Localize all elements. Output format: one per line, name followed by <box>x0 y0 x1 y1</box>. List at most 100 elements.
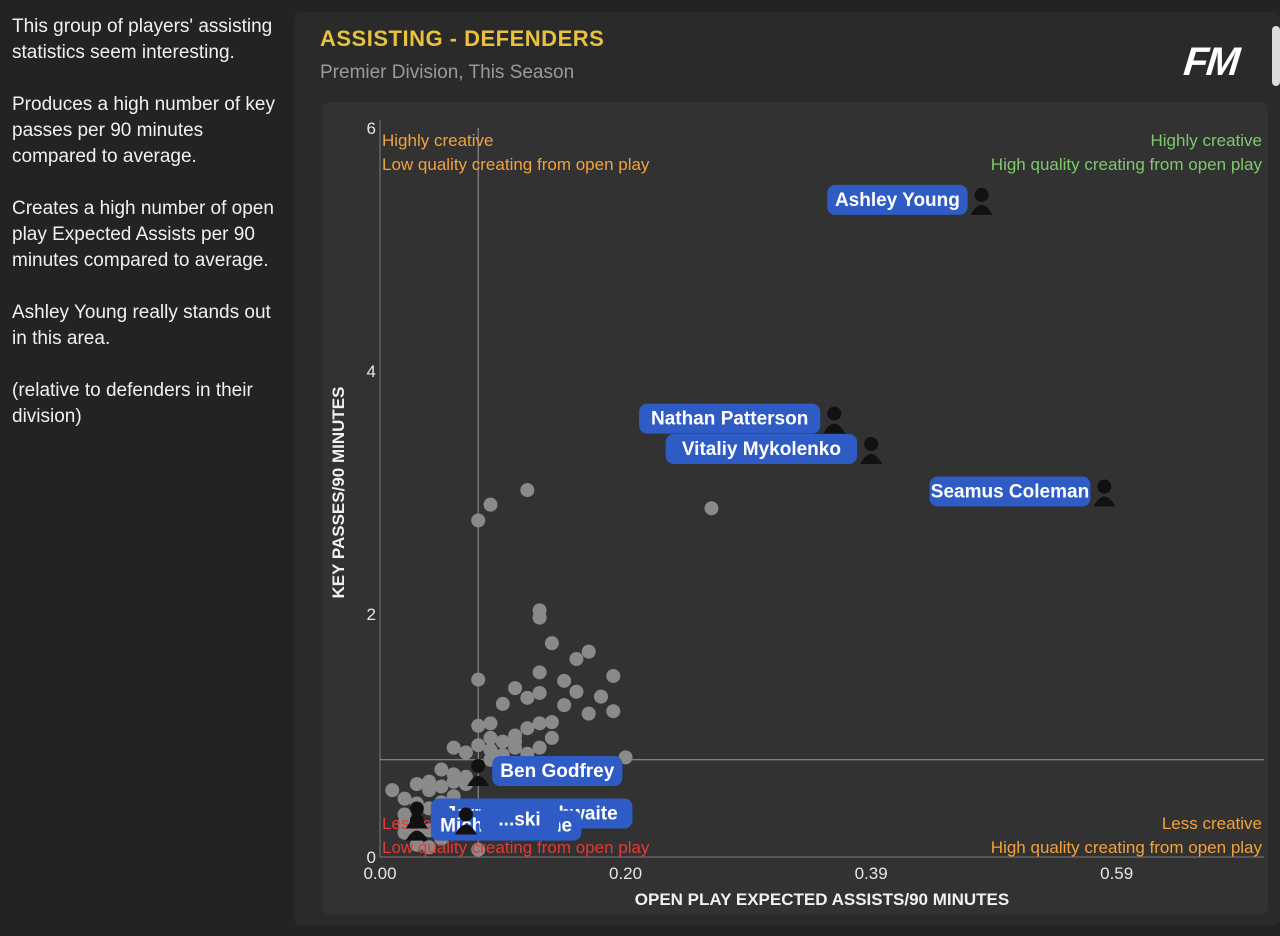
data-point <box>569 684 584 699</box>
player-silhouette-icon <box>409 801 424 816</box>
data-point <box>581 644 596 659</box>
data-point <box>397 791 412 806</box>
insight-paragraph: This group of players' assisting statist… <box>12 16 273 63</box>
data-point <box>581 706 596 721</box>
data-point <box>409 777 424 792</box>
data-point <box>471 842 486 857</box>
panel-subtitle: Premier Division, This Season <box>320 62 575 83</box>
data-point <box>557 698 572 713</box>
data-point <box>446 740 461 755</box>
x-tick-label: 0.00 <box>363 864 396 883</box>
data-point <box>483 497 498 512</box>
y-tick-label: 2 <box>367 605 376 624</box>
data-point <box>532 716 547 731</box>
fm-logo: FM <box>1181 40 1241 84</box>
chart-panel: ASSISTING - DEFENDERS Premier Division, … <box>294 12 1280 926</box>
player-silhouette-icon <box>467 775 490 786</box>
data-point <box>458 745 473 760</box>
data-point <box>544 730 559 745</box>
data-point <box>483 716 498 731</box>
data-point <box>618 750 633 765</box>
data-point <box>483 730 498 745</box>
quadrant-label-bottom-right: Less creative <box>1162 814 1262 833</box>
insight-paragraph: Creates a high number of open play Expec… <box>12 198 274 271</box>
player-silhouette-icon <box>860 453 883 464</box>
data-point <box>397 825 412 840</box>
player-silhouette-icon <box>458 807 473 822</box>
player-silhouette-icon <box>405 830 428 841</box>
data-point <box>704 501 719 516</box>
quadrant-label-bottom-left: Low quality creating from open play <box>382 838 650 857</box>
data-point <box>422 840 437 855</box>
player-silhouette-icon <box>454 824 477 835</box>
player-silhouette-icon <box>864 436 879 451</box>
player-silhouette-icon <box>409 813 424 828</box>
player-label-bg <box>479 804 560 835</box>
quadrant-label-bottom-right: High quality creating from open play <box>991 838 1263 857</box>
data-point <box>458 769 473 784</box>
data-point <box>544 715 559 730</box>
player-label-bg <box>929 476 1091 507</box>
data-point <box>520 483 535 498</box>
player-silhouette-icon <box>471 758 486 773</box>
player-label-bg <box>639 403 821 434</box>
player-label: ...ski <box>498 810 540 831</box>
data-point <box>471 738 486 753</box>
data-point <box>471 718 486 733</box>
player-label-bg <box>665 433 858 464</box>
data-point <box>422 783 437 798</box>
data-point <box>532 665 547 680</box>
player-label: Ashley Young <box>835 190 960 211</box>
player-label-bg <box>492 755 623 786</box>
player-label: Vitaliy Mykolenko <box>682 439 841 460</box>
data-point <box>544 636 559 651</box>
data-point <box>569 651 584 666</box>
x-tick-label: 0.20 <box>609 864 642 883</box>
player-label: Seamus Coleman <box>931 482 1089 503</box>
player-silhouette-icon <box>974 187 989 202</box>
player-silhouette-icon <box>827 406 842 421</box>
data-point <box>532 685 547 700</box>
y-axis-label: KEY PASSES/90 MINUTES <box>329 387 348 599</box>
x-axis-label: OPEN PLAY EXPECTED ASSISTS/90 MINUTES <box>635 890 1009 909</box>
data-point <box>471 513 486 528</box>
quadrant-label-top-right: Highly creative <box>1151 131 1263 150</box>
player-silhouette-icon <box>823 423 846 434</box>
insight-paragraph: Ashley Young really stands out in this a… <box>12 302 271 349</box>
data-point <box>471 672 486 687</box>
data-point <box>434 762 449 777</box>
y-tick-label: 6 <box>367 119 376 138</box>
panel-title: ASSISTING - DEFENDERS <box>320 26 605 51</box>
quadrant-label-top-left: Low quality creating from open play <box>382 155 650 174</box>
chart-area: 0 2 4 6 0.00 0.20 0.39 0.59 OPEN PLAY EXPECTED A… <box>322 102 1268 915</box>
player-silhouette-icon <box>1093 496 1116 507</box>
data-point <box>532 740 547 755</box>
data-point <box>520 690 535 705</box>
quadrant-label-top-left: Highly creative <box>382 131 494 150</box>
data-point <box>557 673 572 688</box>
data-point <box>520 721 535 736</box>
data-point <box>446 774 461 789</box>
scrollbar-thumb[interactable] <box>1272 26 1280 86</box>
data-point <box>594 689 608 704</box>
y-tick-label: 4 <box>367 362 376 381</box>
data-point <box>385 783 400 798</box>
insight-paragraph: (relative to defenders in their division… <box>12 380 253 427</box>
y-tick-label: 0 <box>367 848 376 867</box>
insight-sidebar: This group of players' assisting statist… <box>12 14 282 456</box>
data-point <box>606 704 621 719</box>
player-label: Ben Godfrey <box>500 761 614 782</box>
data-point <box>409 837 424 852</box>
quadrant-label-top-right: High quality creating from open play <box>991 155 1263 174</box>
data-point <box>508 681 523 696</box>
x-tick-label: 0.59 <box>1100 864 1133 883</box>
data-point <box>606 668 621 683</box>
x-tick-label: 0.39 <box>855 864 888 883</box>
player-silhouette-icon <box>1097 479 1112 494</box>
player-label: Nathan Patterson <box>651 409 808 430</box>
data-point <box>508 734 523 749</box>
player-silhouette-icon <box>970 204 993 215</box>
scatter-chart: 0 2 4 6 0.00 0.20 0.39 0.59 OPEN PLAY EXPECTED A… <box>329 119 1264 909</box>
data-point <box>495 696 510 711</box>
data-point <box>434 779 449 794</box>
